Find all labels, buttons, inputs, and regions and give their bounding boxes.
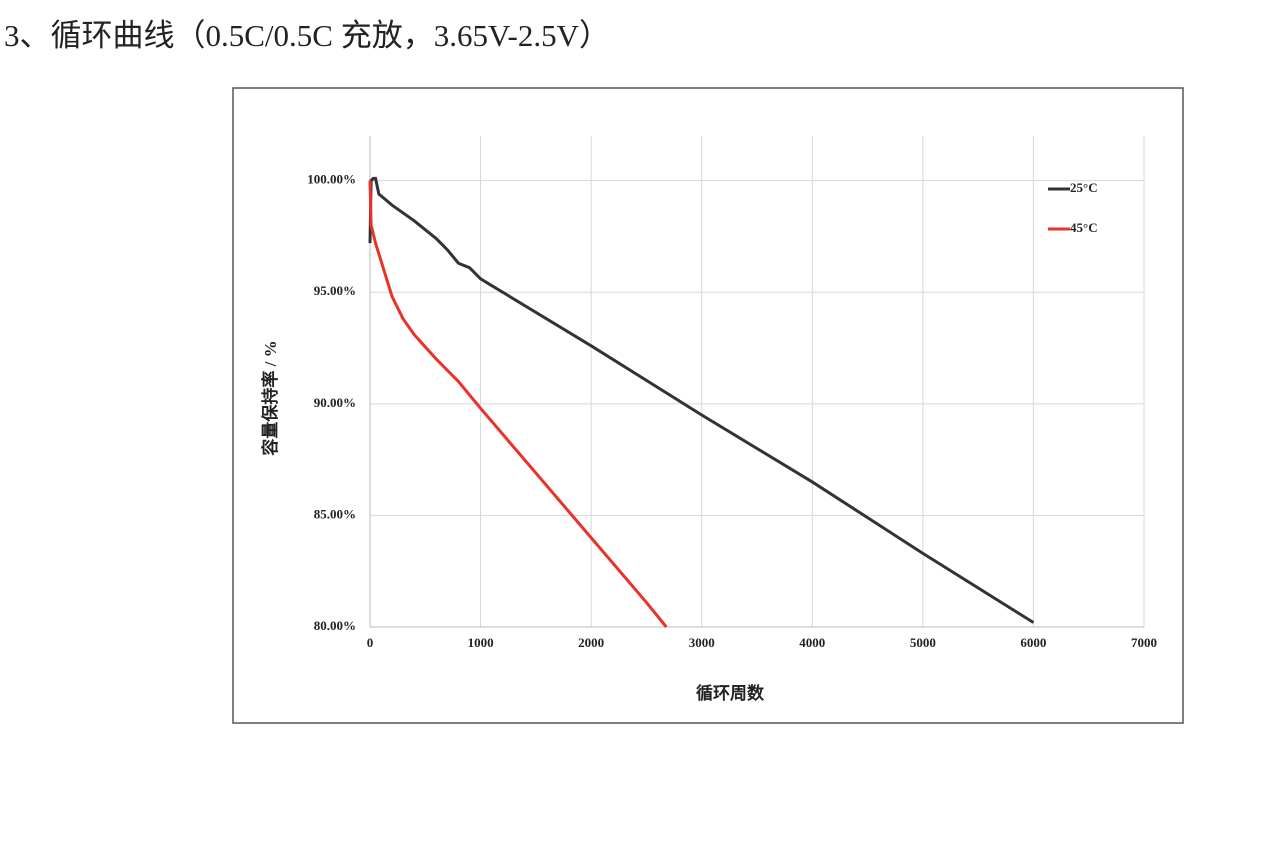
x-axis-label: 循环周数 [696, 683, 765, 703]
series-line [368, 180, 668, 628]
legend-label: 25°C [1070, 180, 1098, 195]
y-tick-label: 100.00% [307, 172, 356, 187]
x-tick-label: 3000 [689, 635, 715, 650]
y-tick-label: 85.00% [314, 506, 356, 521]
x-tick-label: 5000 [910, 635, 936, 650]
x-tick-label: 2000 [578, 635, 604, 650]
y-tick-label: 90.00% [314, 395, 356, 410]
x-tick-label: 6000 [1020, 635, 1046, 650]
x-tick-label: 7000 [1131, 635, 1157, 650]
y-tick-label: 95.00% [314, 283, 356, 298]
x-tick-label: 1000 [468, 635, 494, 650]
x-tick-label: 0 [367, 635, 374, 650]
x-tick-label: 4000 [799, 635, 825, 650]
y-tick-label: 80.00% [314, 618, 356, 633]
legend-label: 45°C [1070, 220, 1098, 235]
series-line [368, 176, 1035, 624]
heading: 3、循环曲线（0.5C/0.5C 充放，3.65V-2.5V） [4, 18, 610, 53]
y-axis-label: 容量保持率 / % [260, 340, 280, 455]
